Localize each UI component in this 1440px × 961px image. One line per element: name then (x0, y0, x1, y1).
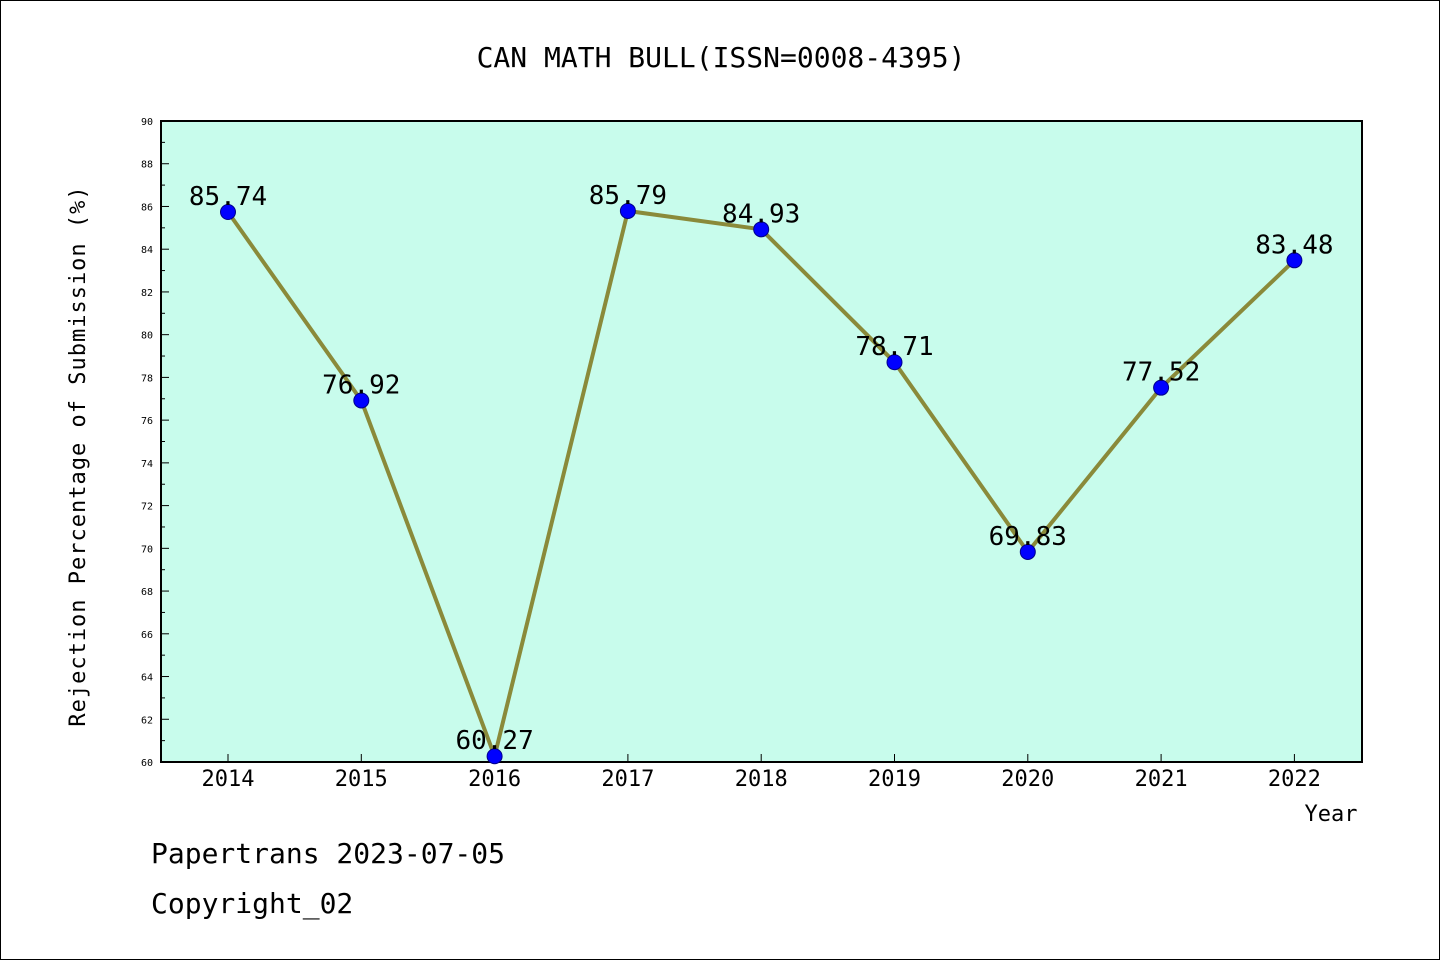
data-point-2021 (1153, 379, 1170, 396)
y-tick-label: 80 (141, 331, 153, 342)
y-tick-label: 64 (141, 673, 153, 684)
y-tick-label: 84 (141, 245, 153, 256)
data-point-2014 (220, 204, 236, 221)
x-axis-ticks: 2014 2015 2016 2017 2018 2019 2020 2021 2022 (202, 754, 1321, 792)
data-label-2015: 76.92 (322, 370, 400, 400)
y-tick-label: 72 (141, 502, 153, 513)
y-tick-label: 62 (141, 715, 153, 726)
footer-copyright: Copyright_02 (151, 887, 354, 920)
x-tick-label: 2016 (468, 767, 521, 792)
data-point-2016 (486, 748, 503, 765)
y-tick-label: 76 (141, 416, 153, 427)
x-axis-label: Year (1305, 802, 1358, 827)
y-axis-ticks: 60 62 64 66 68 70 72 74 76 78 80 82 84 86 88 90 (141, 117, 169, 769)
data-point-2015 (353, 392, 370, 409)
y-tick-label: 74 (141, 459, 153, 470)
data-label-2014: 85.74 (189, 182, 267, 212)
y-tick-label: 88 (141, 160, 153, 171)
data-point-2022 (1286, 252, 1303, 269)
x-tick-label: 2018 (735, 767, 788, 792)
x-tick-label: 2019 (868, 767, 921, 792)
data-label-2020: 69.83 (989, 522, 1067, 552)
y-tick-label: 78 (141, 373, 153, 384)
y-tick-label: 70 (141, 544, 153, 555)
data-label-2017: 85.79 (589, 181, 667, 211)
data-point-2019 (886, 354, 903, 371)
y-tick-label: 86 (141, 202, 153, 213)
x-tick-label: 2021 (1135, 767, 1188, 792)
x-tick-label: 2022 (1268, 767, 1321, 792)
data-labels-group: 85.74 76.92 60.27 85.79 84.93 78.71 69.83 77.52… (189, 181, 1334, 756)
data-label-2016: 60.27 (455, 726, 533, 756)
footer-date: Papertrans 2023-07-05 (151, 837, 506, 870)
x-tick-label: 2017 (601, 767, 654, 792)
y-tick-label: 68 (141, 587, 153, 598)
x-tick-label: 2020 (1001, 767, 1054, 792)
y-tick-label: 90 (141, 117, 153, 128)
data-label-2021: 77.52 (1122, 358, 1200, 388)
y-axis-label: Rejection Percentage of Submission (%) (66, 185, 91, 726)
data-point-2017 (619, 202, 636, 219)
series-line-group (220, 202, 1303, 765)
data-label-2019: 78.71 (855, 332, 933, 362)
data-label-2018: 84.93 (722, 199, 800, 229)
x-tick-label: 2015 (335, 767, 388, 792)
y-tick-label: 60 (141, 758, 153, 769)
chart-title: CAN MATH BULL(ISSN=0008-4395) (477, 41, 966, 74)
y-tick-label: 66 (141, 630, 153, 641)
data-point-2018 (753, 221, 770, 238)
y-tick-label: 82 (141, 288, 153, 299)
x-tick-label: 2014 (202, 767, 255, 792)
data-point-2020 (1019, 543, 1036, 560)
data-label-2022: 83.48 (1255, 230, 1333, 260)
